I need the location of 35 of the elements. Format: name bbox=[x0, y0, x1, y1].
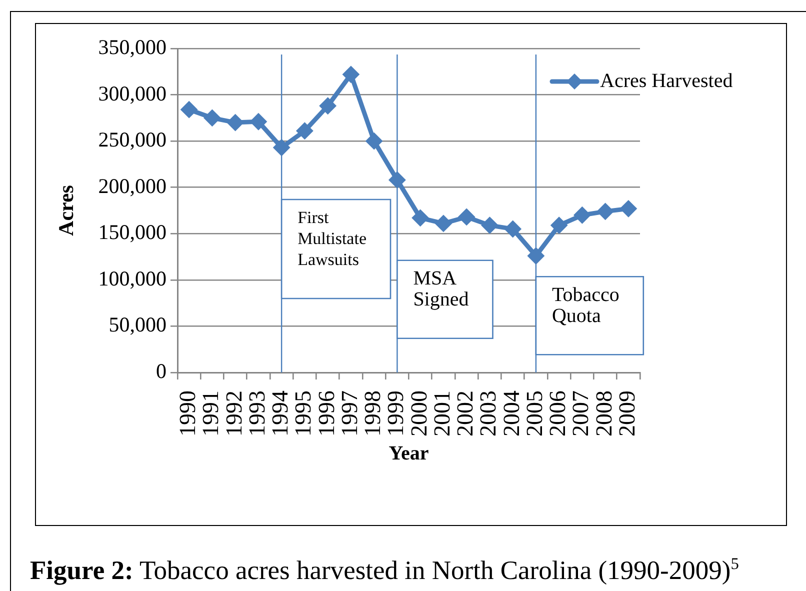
x-tick-label: 1996 bbox=[314, 390, 339, 436]
y-tick-label: 250,000 bbox=[98, 128, 166, 152]
x-tick-label: 1999 bbox=[383, 390, 408, 436]
y-tick-label: 200,000 bbox=[98, 174, 166, 198]
ref-line-label: MSA Signed bbox=[413, 268, 469, 311]
ref-line-label: Tobacco Quota bbox=[552, 284, 620, 327]
x-tick-label: 2002 bbox=[452, 390, 478, 436]
x-tick-label: 2008 bbox=[591, 390, 616, 436]
x-tick-label: 1993 bbox=[244, 390, 270, 436]
x-tick-label: 2005 bbox=[522, 390, 547, 436]
x-tick-label: 1994 bbox=[268, 390, 293, 436]
x-tick-label: 2004 bbox=[498, 390, 524, 436]
y-tick-label: 100,000 bbox=[98, 266, 166, 290]
y-tick-label: 0 bbox=[156, 359, 166, 384]
x-tick-label: 1990 bbox=[175, 390, 200, 436]
ref-line-label: First Multistate Lawsuits bbox=[298, 208, 367, 269]
x-tick-label: 2000 bbox=[406, 390, 432, 436]
x-tick-label: 2003 bbox=[476, 390, 501, 436]
y-tick-label: 300,000 bbox=[98, 81, 166, 106]
legend-label: Acres Harvested bbox=[600, 70, 733, 92]
x-tick-label: 2007 bbox=[568, 390, 594, 436]
x-tick-label: 1992 bbox=[221, 390, 246, 436]
x-axis-title: Year bbox=[388, 442, 429, 465]
x-tick-label: 1995 bbox=[290, 390, 316, 436]
caption: Figure 2: Tobacco acres harvested in North Carolina (1990-2009)$^{5}$ bbox=[30, 554, 739, 585]
y-axis-title: Acres bbox=[54, 185, 78, 236]
y-tick-label: 50,000 bbox=[108, 312, 166, 337]
x-tick-label: 1991 bbox=[198, 390, 224, 436]
x-tick-label: 2001 bbox=[429, 390, 454, 436]
x-tick-label: 2009 bbox=[614, 390, 640, 436]
x-tick-label: 1997 bbox=[336, 390, 362, 436]
y-tick-label: 150,000 bbox=[98, 220, 166, 244]
x-tick-label: 2006 bbox=[545, 390, 570, 436]
y-tick-label: 350,000 bbox=[98, 35, 166, 60]
x-tick-label: 1998 bbox=[360, 390, 386, 436]
